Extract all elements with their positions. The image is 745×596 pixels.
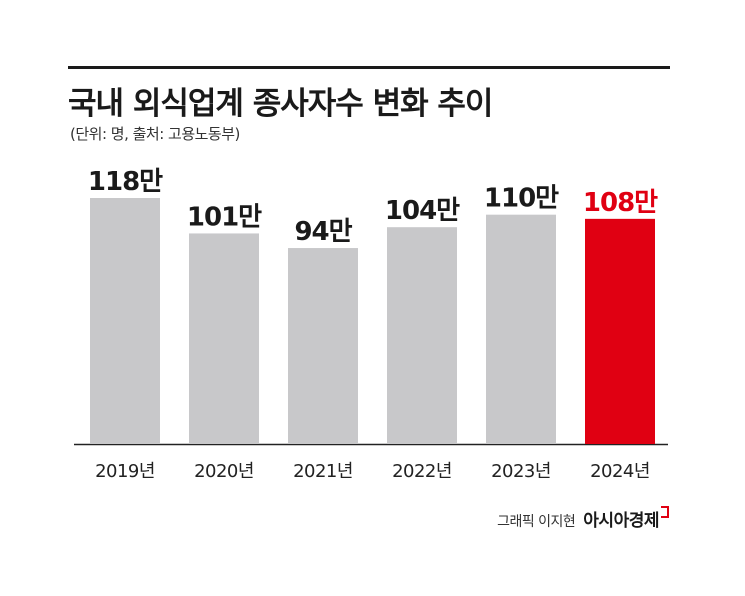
chart-subtitle: (단위: 명, 출처: 고용노동부) — [70, 125, 240, 143]
bar-2023년 — [486, 214, 556, 444]
x-tick-label-2024년: 2024년 — [590, 461, 650, 482]
x-tick-label-2023년: 2023년 — [491, 461, 551, 482]
footer: 그래픽 이지현 아시아경제 — [497, 506, 669, 531]
data-label-2024년: 108만 — [583, 188, 658, 218]
data-label-2019년: 118만 — [88, 167, 163, 197]
bar-2024년 — [585, 218, 655, 444]
x-tick-label-2021년: 2021년 — [293, 461, 353, 482]
data-label-2021년: 94만 — [294, 217, 352, 247]
bar-2022년 — [387, 227, 457, 444]
x-tick-label-2022년: 2022년 — [392, 461, 452, 482]
bar-2019년 — [90, 198, 160, 444]
bar-2020년 — [189, 233, 259, 444]
top-rule — [68, 66, 670, 69]
x-tick-label-2020년: 2020년 — [194, 461, 254, 482]
data-label-2023년: 110만 — [484, 184, 559, 214]
bar-2021년 — [288, 248, 358, 444]
chart-title: 국내 외식업계 종사자수 변화 추이 — [68, 86, 493, 122]
data-label-2020년: 101만 — [187, 202, 262, 232]
data-label-2022년: 104만 — [385, 196, 460, 226]
brand-logo: 아시아경제 — [583, 511, 659, 531]
brand-mark-icon — [661, 506, 669, 518]
graphic-credit: 그래픽 이지현 — [497, 514, 576, 530]
x-tick-label-2019년: 2019년 — [95, 461, 155, 482]
